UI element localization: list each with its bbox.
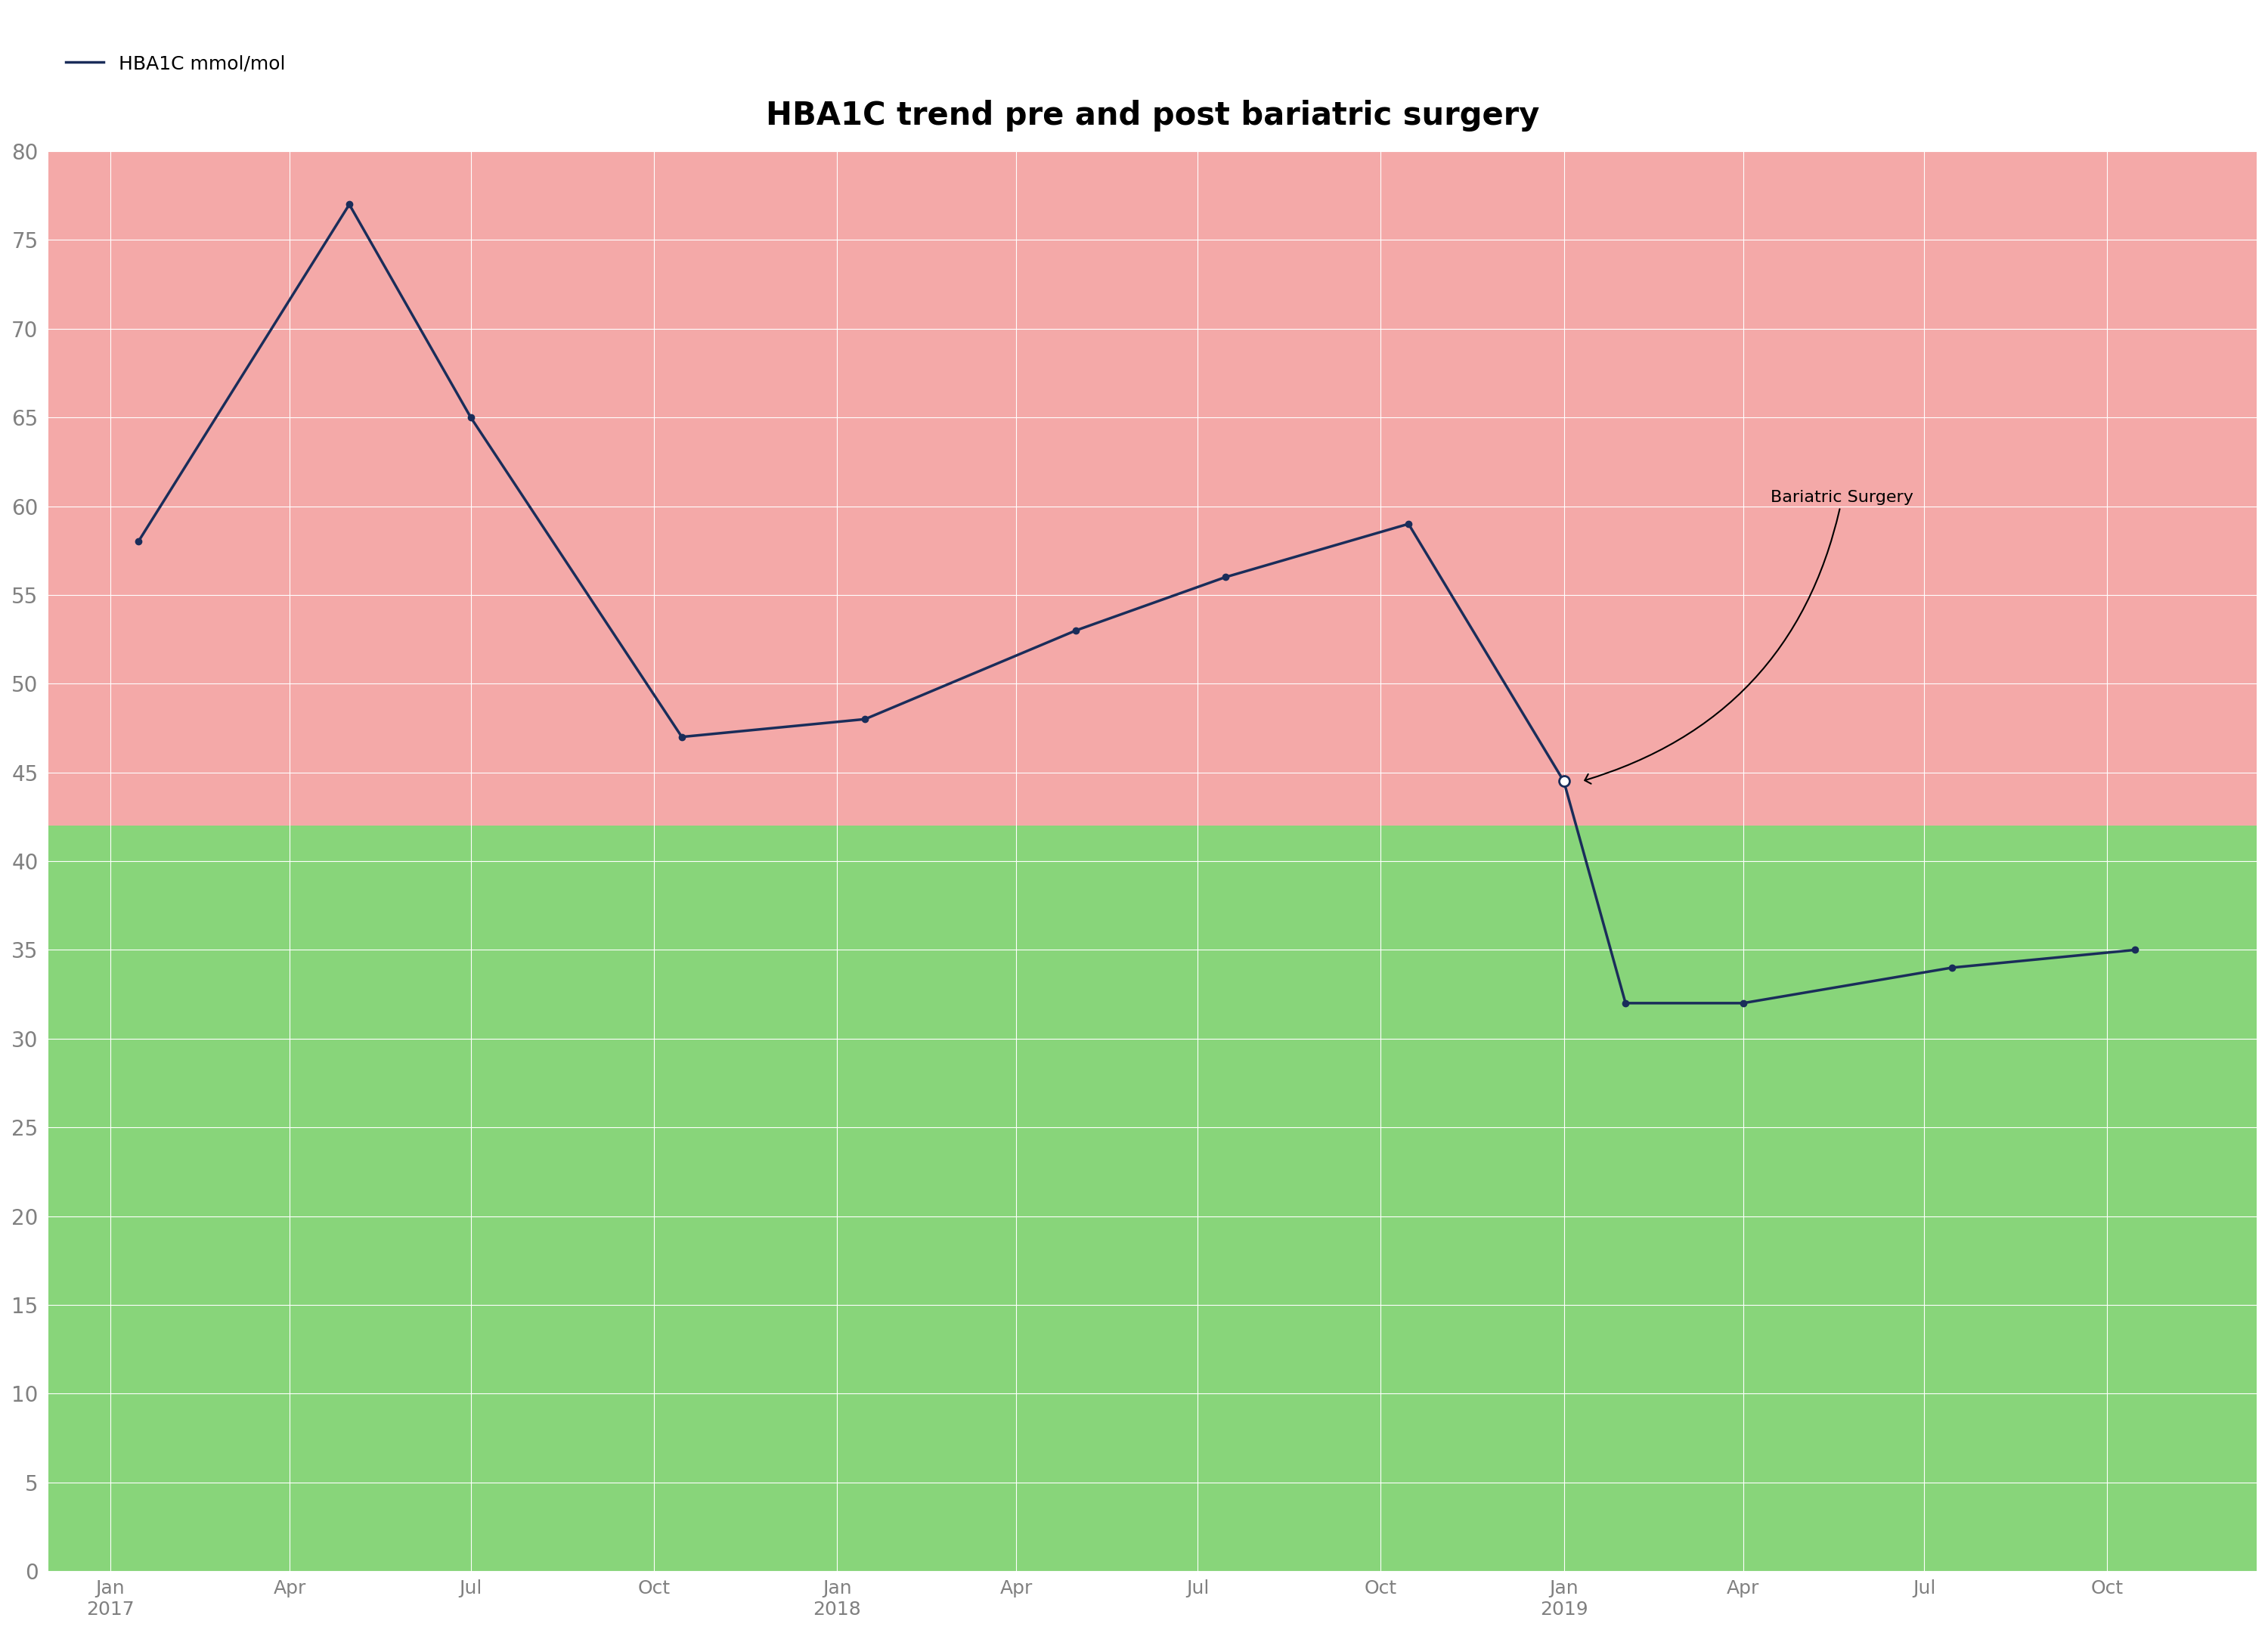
Bar bbox=[48, 826, 2257, 1571]
Legend: HBA1C mmol/mol: HBA1C mmol/mol bbox=[59, 47, 293, 80]
Title: HBA1C trend pre and post bariatric surgery: HBA1C trend pre and post bariatric surge… bbox=[767, 99, 1540, 132]
Bar bbox=[48, 152, 2257, 826]
Text: Bariatric Surgery: Bariatric Surgery bbox=[1585, 489, 1914, 784]
